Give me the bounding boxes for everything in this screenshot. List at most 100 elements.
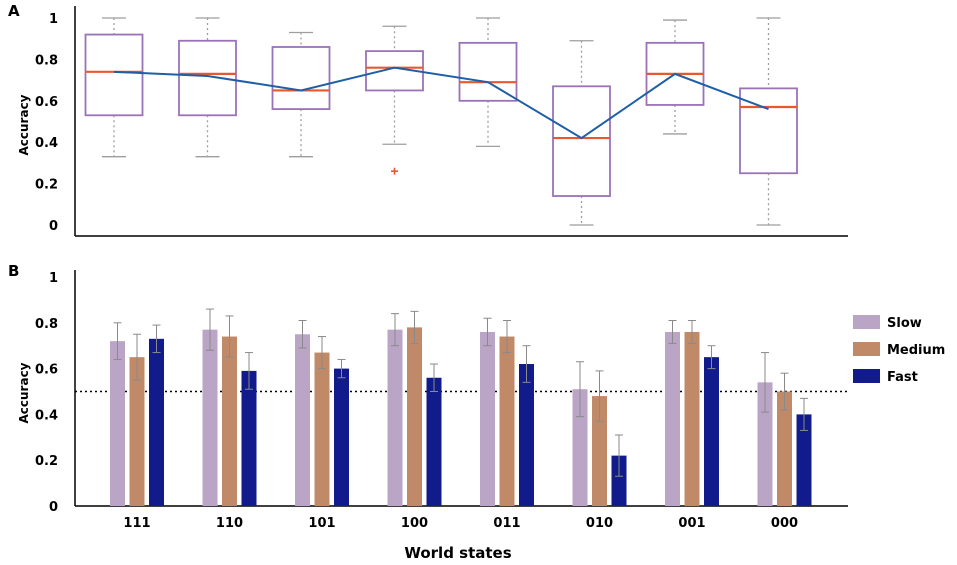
legend-label-medium: Medium — [887, 343, 945, 358]
x-tick-101: 101 — [308, 516, 335, 531]
legend: Slow Medium Fast — [853, 315, 945, 385]
box-000 — [739, 17, 798, 226]
legend-label-fast: Fast — [887, 370, 918, 385]
box-111 — [84, 17, 144, 158]
box-110 — [178, 17, 237, 158]
panel-b-y-tick-4: 0.8 — [35, 317, 58, 332]
panel-a-boxes — [84, 17, 798, 226]
errorbar-medium-101 — [318, 336, 326, 370]
x-tick-111: 111 — [123, 516, 150, 531]
panel-b-x-axis-label: World states — [404, 544, 511, 562]
bar-medium-111 — [129, 357, 145, 506]
errorbar-fast-111 — [152, 324, 161, 354]
bar-slow-001 — [665, 331, 680, 506]
panel-a-y-tick-3: 0.6 — [35, 95, 58, 110]
panel-b-y-ticks: 0 0.2 0.4 0.6 0.8 1 — [35, 271, 58, 515]
bar-fast-111 — [149, 338, 164, 506]
bar-slow-010 — [572, 389, 588, 506]
x-tick-011: 011 — [493, 516, 520, 531]
bar-fast-001 — [704, 357, 719, 506]
box-001 — [645, 19, 705, 135]
x-tick-010: 010 — [586, 516, 613, 531]
panel-b-y-tick-3: 0.6 — [35, 363, 58, 378]
bar-slow-110 — [202, 329, 218, 506]
errorbar-fast-101 — [337, 358, 346, 379]
legend-swatch-slow — [853, 315, 880, 329]
box-iqr — [178, 39, 237, 117]
bar-slow-000 — [757, 382, 773, 506]
bar-fast-101 — [334, 368, 349, 506]
panel-b-y-tick-0: 0 — [49, 500, 58, 515]
legend-swatch-fast — [853, 369, 880, 383]
bar-medium-100 — [407, 327, 422, 506]
bar-group-001 — [665, 320, 719, 506]
panel-b-y-tick-2: 0.4 — [35, 408, 58, 423]
bar-fast-110 — [241, 370, 257, 506]
bar-group-010 — [572, 361, 627, 506]
box-iqr — [271, 46, 331, 110]
bar-group-101 — [295, 320, 349, 506]
errorbar-slow-000 — [761, 352, 769, 413]
errorbar-medium-001 — [688, 320, 696, 344]
errorbar-medium-011 — [503, 320, 511, 354]
errorbar-fast-000 — [800, 397, 808, 431]
panel-a-y-ticks: 0 0.2 0.4 0.6 0.8 1 — [35, 12, 58, 234]
panel-b-y-axis-label: Accuracy — [17, 362, 31, 423]
errorbar-fast-010 — [615, 434, 623, 477]
errorbar-slow-110 — [206, 308, 214, 351]
bar-group-011 — [480, 317, 534, 506]
errorbar-fast-110 — [245, 352, 253, 390]
legend-item-slow: Slow — [853, 315, 922, 331]
bar-medium-011 — [499, 336, 515, 506]
bar-group-111 — [110, 322, 164, 506]
errorbar-medium-111 — [133, 333, 141, 381]
panel-a-y-tick-1: 0.2 — [35, 178, 58, 193]
panel-a-y-tick-5: 1 — [49, 12, 58, 27]
bar-medium-000 — [777, 391, 792, 506]
legend-swatch-medium — [853, 342, 880, 356]
box-iqr — [458, 41, 518, 102]
bar-fast-010 — [611, 455, 627, 506]
errorbar-slow-001 — [668, 320, 677, 344]
bar-slow-011 — [480, 331, 495, 506]
bar-fast-000 — [796, 414, 812, 506]
errorbar-slow-101 — [298, 320, 307, 349]
panel-a-outliers — [391, 167, 398, 175]
panel-a-mean-line — [113, 66, 769, 140]
errorbar-slow-111 — [113, 322, 122, 360]
box-010 — [552, 40, 611, 226]
bar-medium-001 — [684, 331, 700, 506]
errorbar-slow-011 — [483, 317, 492, 347]
panel-a-y-axis-label: Accuracy — [17, 94, 31, 155]
panel-a-y-tick-2: 0.4 — [35, 136, 58, 151]
panel-b: B Accuracy 0 0.2 0.4 0.6 0.8 1 111 110 101 100 01… — [8, 262, 945, 562]
errorbar-fast-001 — [707, 345, 716, 370]
legend-item-medium: Medium — [853, 342, 945, 358]
errorbar-fast-100 — [430, 363, 438, 392]
errorbar-medium-100 — [410, 310, 419, 344]
errorbar-medium-000 — [780, 372, 789, 411]
x-tick-110: 110 — [216, 516, 243, 531]
bar-slow-100 — [387, 329, 403, 506]
box-iqr — [365, 50, 424, 92]
panel-a-y-tick-4: 0.8 — [35, 53, 58, 68]
panel-b-label: B — [8, 262, 19, 280]
box-100 — [365, 25, 424, 145]
bar-medium-101 — [314, 352, 330, 506]
panel-a-y-tick-0: 0 — [49, 219, 58, 234]
panel-a: A Accuracy 0 0.2 0.4 0.6 0.8 1 — [8, 2, 848, 237]
panel-b-x-tick-labels: 111 110 101 100 011 010 001 000 — [123, 516, 798, 531]
bar-fast-100 — [426, 377, 442, 506]
box-iqr — [739, 87, 798, 175]
errorbar-fast-011 — [522, 345, 531, 383]
x-tick-000: 000 — [771, 516, 798, 531]
panel-a-label: A — [8, 2, 20, 20]
bar-medium-010 — [592, 396, 607, 506]
bar-fast-011 — [519, 364, 534, 506]
errorbar-slow-010 — [576, 361, 584, 418]
box-iqr — [84, 33, 144, 117]
panel-b-y-tick-5: 1 — [49, 271, 58, 286]
bar-slow-101 — [295, 334, 310, 506]
legend-item-fast: Fast — [853, 369, 918, 385]
